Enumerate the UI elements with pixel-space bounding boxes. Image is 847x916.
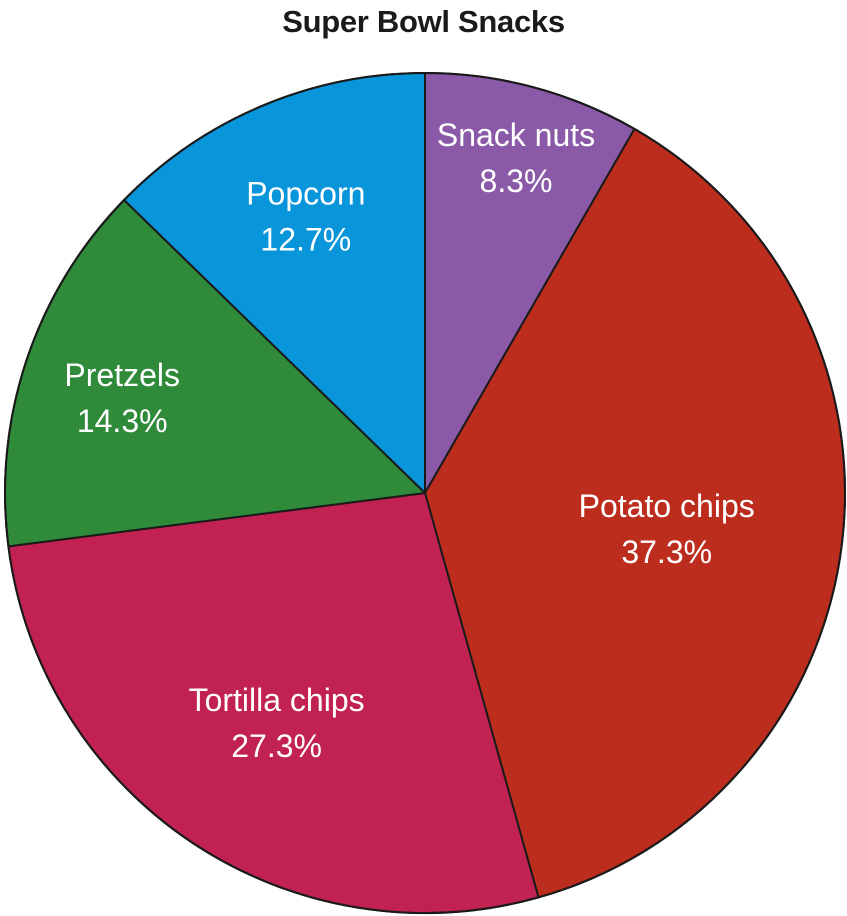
slice-value-snack-nuts: 8.3% [480, 163, 553, 199]
slice-label-potato-chips: Potato chips [579, 488, 755, 524]
slice-label-tortilla-chips: Tortilla chips [189, 682, 365, 718]
chart-title: Super Bowl Snacks [282, 4, 565, 39]
slice-label-pretzels: Pretzels [64, 357, 180, 393]
slice-value-popcorn: 12.7% [260, 222, 351, 258]
slice-label-popcorn: Popcorn [246, 176, 365, 212]
slice-value-pretzels: 14.3% [77, 403, 168, 439]
slice-label-snack-nuts: Snack nuts [437, 117, 595, 153]
slice-value-potato-chips: 37.3% [621, 534, 712, 570]
pie-slices [4, 72, 847, 914]
pie-labels: Snack nuts 8.3% Potato chips 37.3% Tortilla … [64, 117, 754, 764]
pie-outline [4, 72, 846, 914]
slice-value-tortilla-chips: 27.3% [231, 728, 322, 764]
